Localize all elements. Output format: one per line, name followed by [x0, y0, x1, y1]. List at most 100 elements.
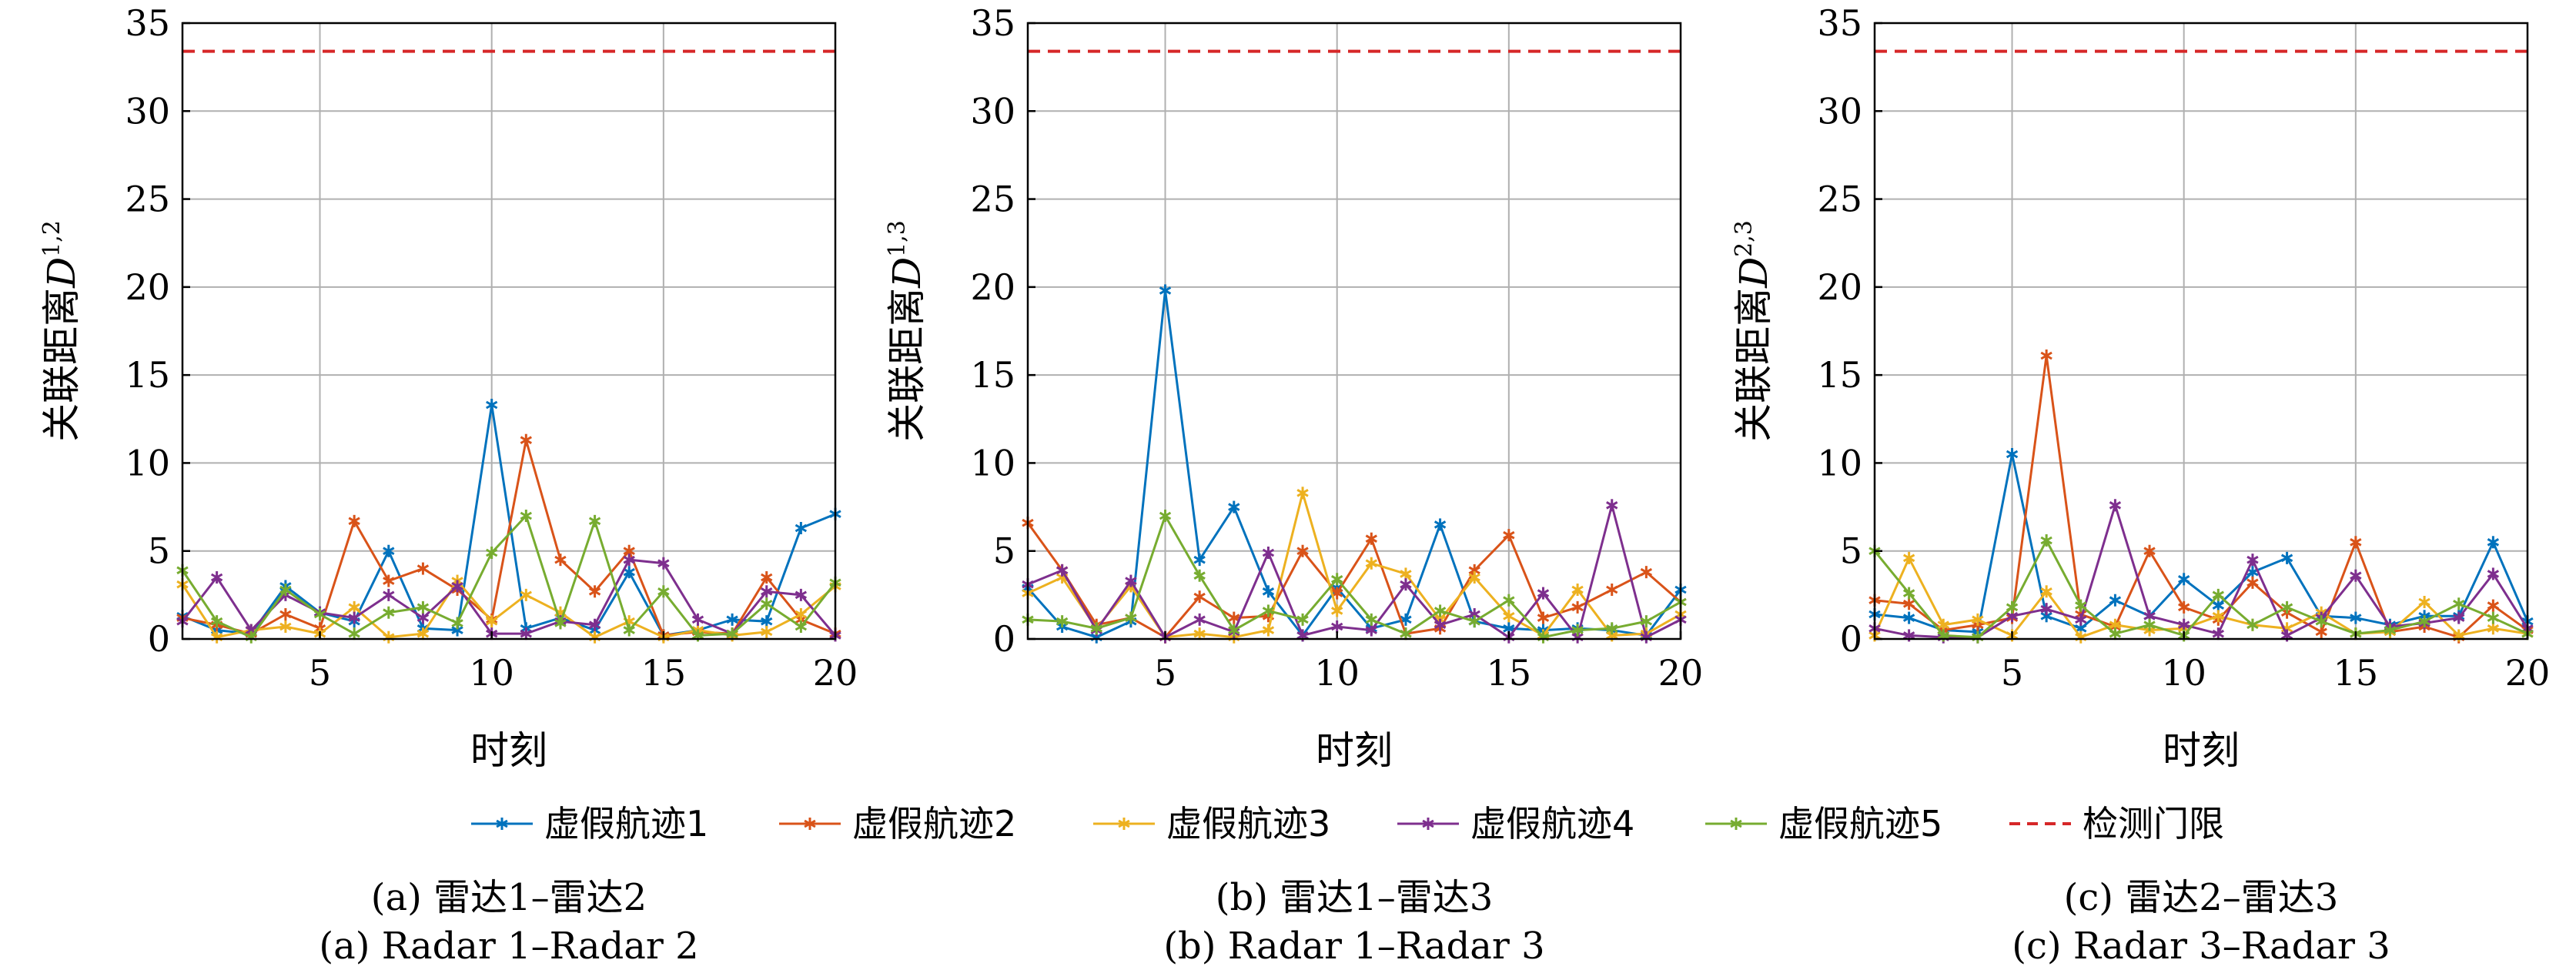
- data-point: [2350, 536, 2362, 549]
- legend-label: 虚假航迹3: [1166, 803, 1330, 845]
- data-point: [1468, 571, 1480, 584]
- data-point: [795, 522, 808, 534]
- legend-item-5: 虚假航迹5: [1705, 803, 1942, 845]
- data-point: [1228, 500, 1240, 513]
- y-axis-label-sup: 2,3: [1731, 220, 1758, 257]
- x-tick-label: 20: [1658, 652, 1704, 694]
- chart-panel-3: 0 5 10 15 20 25 30 35 5 10 15 20 时刻 关联距离D2,3 (c) 雷达2–雷…: [1731, 2, 2550, 968]
- data-point: [520, 433, 532, 447]
- legend-marker: [1118, 818, 1130, 830]
- data-point: [1365, 557, 1377, 570]
- data-point: [2212, 599, 2224, 612]
- caption-en: (c) Radar 3–Radar 3: [2012, 925, 2390, 968]
- x-axis-label: 时刻: [2163, 728, 2240, 773]
- caption-en: (a) Radar 1–Radar 2: [319, 925, 698, 968]
- data-point: [2143, 618, 2156, 631]
- data-point: [486, 399, 498, 411]
- data-point: [623, 566, 635, 579]
- data-point: [1228, 611, 1240, 624]
- data-point: [554, 554, 567, 567]
- data-point: [2040, 585, 2052, 598]
- legend-marker: [1422, 818, 1434, 830]
- data-point: [1262, 547, 1275, 559]
- data-point: [2246, 576, 2259, 589]
- data-point: [2487, 599, 2500, 612]
- data-point: [1640, 566, 1653, 579]
- data-point: [1296, 613, 1309, 626]
- y-tick-label: 15: [125, 354, 170, 396]
- data-point: [2350, 569, 2362, 582]
- y-tick-label: 20: [1817, 266, 1862, 308]
- data-point: [1055, 564, 1069, 577]
- x-tick-label: 5: [1154, 652, 1176, 694]
- data-point: [451, 617, 463, 630]
- data-point: [761, 571, 773, 584]
- y-tick-label: 30: [970, 90, 1015, 132]
- data-point: [279, 584, 292, 596]
- y-axis-label-sup: 1,2: [38, 220, 65, 257]
- data-point: [2040, 534, 2052, 547]
- data-point: [2350, 611, 2362, 624]
- data-point: [1503, 529, 1515, 542]
- y-axis-label-symbol: D: [1731, 257, 1776, 289]
- data-point: [2487, 611, 2500, 624]
- x-tick-label: 20: [2505, 652, 2551, 694]
- data-point: [2212, 610, 2224, 623]
- data-point: [348, 600, 360, 614]
- data-point: [520, 510, 532, 522]
- data-point: [554, 617, 567, 630]
- data-point: [1902, 597, 1915, 610]
- x-tick-label: 5: [2001, 652, 2023, 694]
- series-line-2: [182, 440, 836, 637]
- caption-cn: (b) 雷达1–雷达3: [1216, 876, 1494, 919]
- data-point: [1193, 613, 1206, 626]
- y-tick-label: 10: [125, 442, 170, 483]
- data-point: [1606, 584, 1618, 596]
- x-tick-label: 5: [309, 652, 331, 694]
- series-line-2: [1026, 522, 1681, 639]
- y-tick-label: 0: [993, 618, 1015, 660]
- data-point: [2006, 448, 2019, 460]
- data-point: [588, 618, 601, 631]
- data-point: [2212, 588, 2224, 601]
- data-point: [348, 514, 360, 527]
- data-point: [2143, 544, 2156, 557]
- data-point: [1193, 569, 1206, 582]
- y-axis-label: 关联距离D2,3: [1731, 220, 1776, 442]
- data-point: [1434, 518, 1447, 531]
- axes-frame: [1026, 22, 1682, 641]
- data-point: [2315, 615, 2327, 628]
- y-axis-label-symbol: D: [885, 257, 929, 289]
- data-point: [2487, 567, 2500, 580]
- caption-en: (b) Radar 1–Radar 3: [1163, 925, 1544, 968]
- data-point: [486, 615, 498, 628]
- data-point: [520, 588, 532, 601]
- data-point: [2109, 627, 2122, 641]
- y-tick-label: 0: [1840, 618, 1862, 660]
- x-tick-label: 10: [1314, 652, 1360, 694]
- data-point: [417, 627, 430, 641]
- data-point: [1365, 613, 1377, 626]
- data-point: [1571, 600, 1584, 614]
- data-point: [1503, 610, 1515, 623]
- y-tick-label: 25: [970, 179, 1015, 220]
- x-axis-label: 时刻: [470, 728, 547, 773]
- data-point: [761, 585, 773, 598]
- y-tick-label: 5: [148, 530, 170, 572]
- chart-panel-2: 0 5 10 15 20 25 30 35 5 10 15 20 时刻 关联距离D1,3 (b) 雷达1–雷…: [884, 2, 1703, 968]
- data-point: [2384, 624, 2397, 637]
- data-point: [2280, 600, 2293, 614]
- data-point: [1537, 611, 1550, 624]
- y-axis-label-text: 关联距离: [1731, 288, 1776, 442]
- y-tick-label: 25: [1817, 179, 1862, 220]
- x-tick-label: 20: [813, 652, 858, 694]
- data-point: [279, 620, 292, 633]
- data-point: [1331, 620, 1343, 633]
- data-point: [2075, 613, 2087, 626]
- data-point: [417, 562, 430, 575]
- data-point: [795, 608, 808, 620]
- legend-item-2: 虚假航迹2: [779, 803, 1016, 845]
- data-point: [588, 585, 601, 598]
- data-point: [657, 585, 670, 598]
- data-point: [1193, 554, 1206, 567]
